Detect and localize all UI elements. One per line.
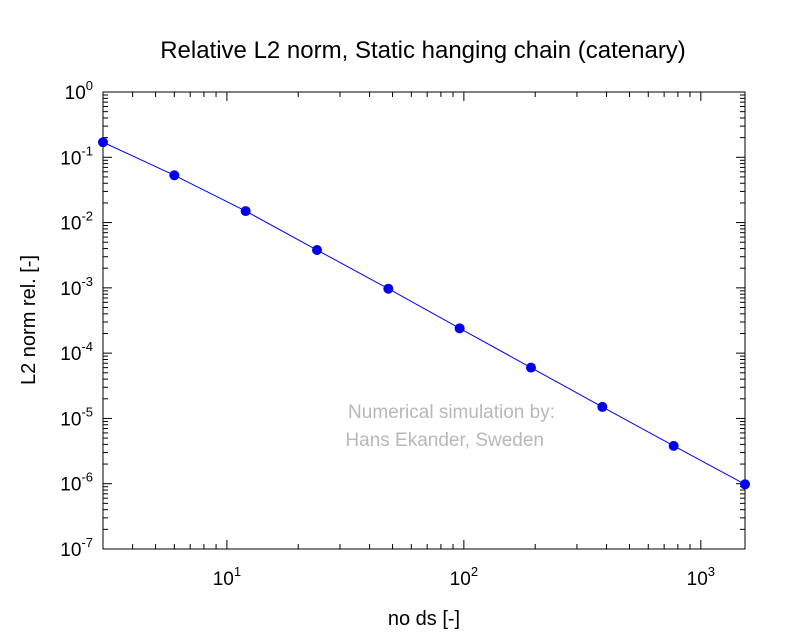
y-tick-label: 10-3 — [60, 274, 93, 300]
series-line — [102, 141, 746, 485]
y-axis-label: L2 norm rel. [-] — [18, 255, 40, 385]
plot-area — [102, 91, 746, 550]
data-point — [169, 170, 180, 181]
y-tick-label: 10-7 — [60, 535, 93, 561]
data-point — [597, 401, 608, 412]
chart-title: Relative L2 norm, Static hanging chain (… — [160, 37, 686, 64]
data-point — [454, 323, 465, 334]
y-tick-label: 10-1 — [60, 143, 93, 169]
y-tick-label: 10-6 — [60, 470, 93, 496]
y-tick-label: 10-4 — [60, 339, 93, 365]
x-tick-label: 102 — [450, 564, 478, 590]
data-point — [383, 283, 394, 294]
y-tick-label: 10-2 — [60, 209, 93, 235]
x-tick-label: 103 — [687, 564, 715, 590]
data-point — [312, 245, 322, 256]
watermark-line-1: Numerical simulation by: — [348, 402, 555, 423]
data-point — [740, 479, 750, 490]
y-tick-label: 10-5 — [60, 404, 93, 430]
data-point — [668, 440, 679, 451]
x-axis-label: no ds [-] — [388, 608, 460, 630]
data-points — [98, 137, 750, 490]
data-point — [98, 137, 108, 148]
watermark-line-2: Hans Ekander, Sweden — [345, 430, 544, 451]
y-tick-label: 100 — [65, 78, 93, 104]
x-tick-label: 101 — [213, 564, 241, 590]
axis-ticks — [102, 91, 745, 550]
data-point — [240, 206, 251, 217]
tick-labels: 100 10-1 10-2 10-3 10-4 10-5 10-6 10-7 101 102 103 — [60, 78, 715, 590]
data-point — [526, 362, 536, 373]
